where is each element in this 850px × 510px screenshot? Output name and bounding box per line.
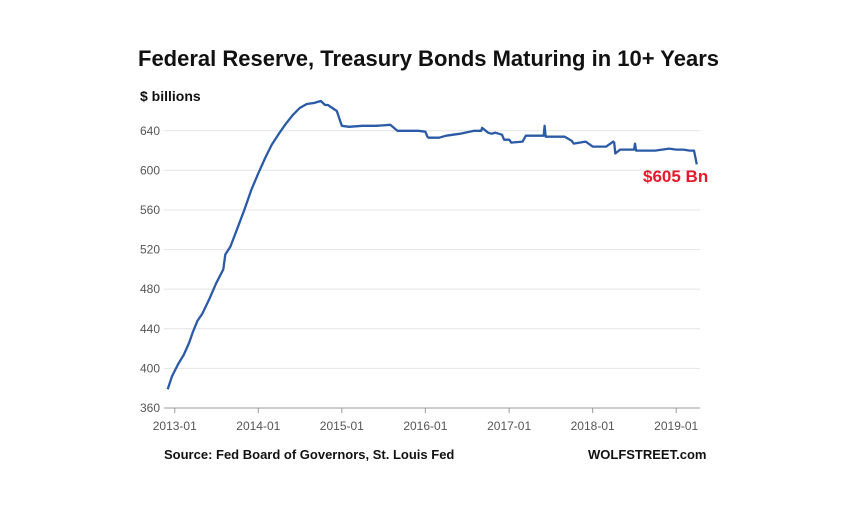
y-tick-label: 640 — [140, 124, 160, 138]
y-tick-label: 480 — [140, 282, 160, 296]
y-tick-label: 560 — [140, 203, 160, 217]
x-tick-label: 2015-01 — [320, 419, 364, 433]
x-tick-labels: 2013-01 2014-01 2015-01 2016-01 2017-01 2018-… — [153, 419, 699, 433]
x-tick-label: 2014-01 — [236, 419, 280, 433]
x-tick-label: 2013-01 — [153, 419, 197, 433]
brand-logo-text: WOLFSTREET.com — [588, 447, 707, 462]
chart-title: Federal Reserve, Treasury Bonds Maturing… — [138, 46, 720, 71]
y-tick-labels: 360 400 440 480 520 560 600 640 — [140, 124, 160, 415]
series-line — [166, 99, 698, 390]
y-tick-label: 400 — [140, 361, 160, 375]
y-axis-unit-label: $ billions — [140, 88, 201, 104]
source-note: Source: Fed Board of Governors, St. Loui… — [164, 447, 455, 462]
x-tick-label: 2017-01 — [487, 419, 531, 433]
x-tick-label: 2019-01 — [654, 419, 698, 433]
y-tick-label: 440 — [140, 322, 160, 336]
y-tick-label: 520 — [140, 243, 160, 257]
x-tick-label: 2018-01 — [571, 419, 615, 433]
y-tick-label: 360 — [140, 401, 160, 415]
latest-value-annotation: $605 Bn — [643, 167, 709, 186]
x-tick-label: 2016-01 — [403, 419, 447, 433]
gridlines — [164, 130, 700, 413]
y-tick-label: 600 — [140, 163, 160, 177]
